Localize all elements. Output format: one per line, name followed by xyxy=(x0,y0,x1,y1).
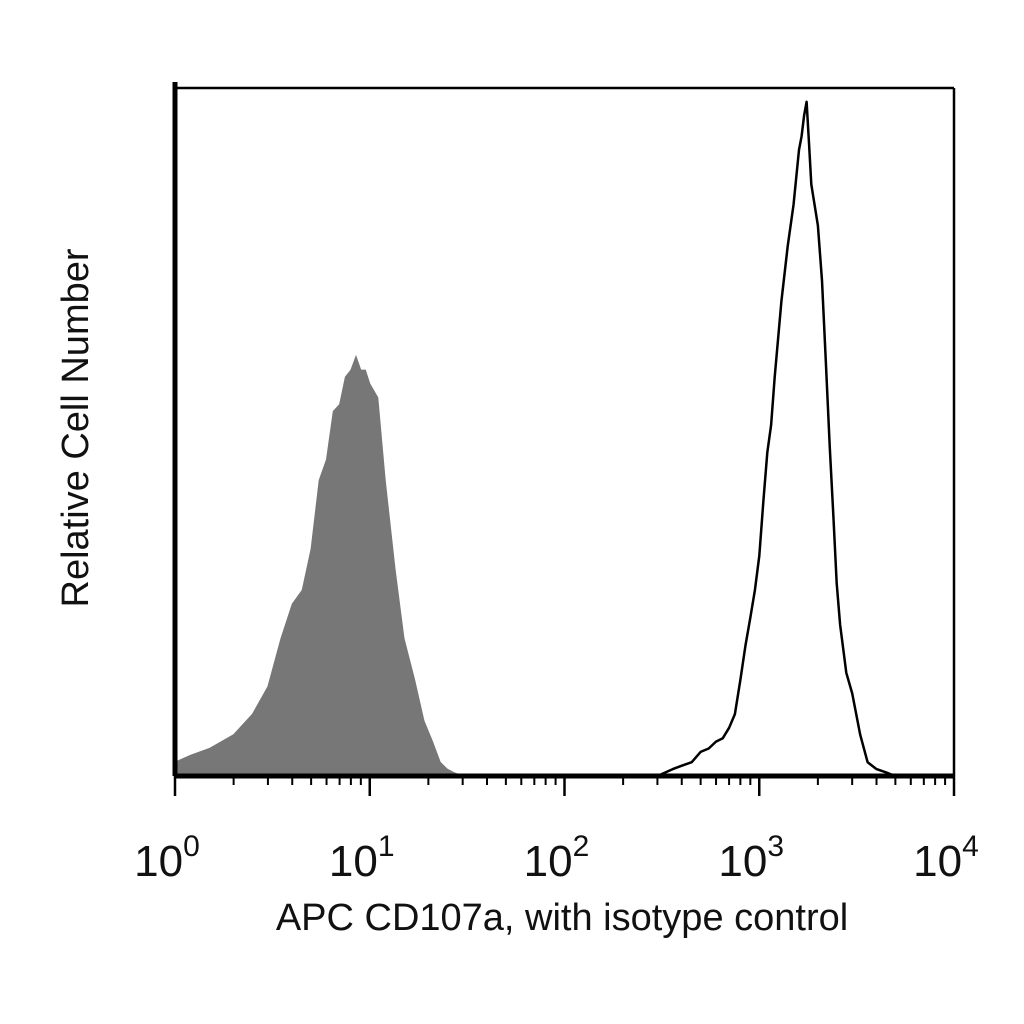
series-2-line xyxy=(656,100,896,778)
y-axis-title: Relative Cell Number xyxy=(55,248,97,607)
x-axis-ticks xyxy=(173,776,956,796)
x-tick-label: 103 xyxy=(718,830,784,886)
series-1-area xyxy=(174,354,463,777)
x-tick-label: 104 xyxy=(913,830,979,886)
x-axis-title: APC CD107a, with isotype control xyxy=(276,897,848,939)
x-tick-label: 102 xyxy=(524,830,590,886)
series-layer xyxy=(174,100,896,778)
x-tick-label: 101 xyxy=(329,830,395,886)
x-axis-tick-labels: 100 101 102 103 104 xyxy=(134,830,979,886)
x-tick-label: 100 xyxy=(134,830,200,886)
